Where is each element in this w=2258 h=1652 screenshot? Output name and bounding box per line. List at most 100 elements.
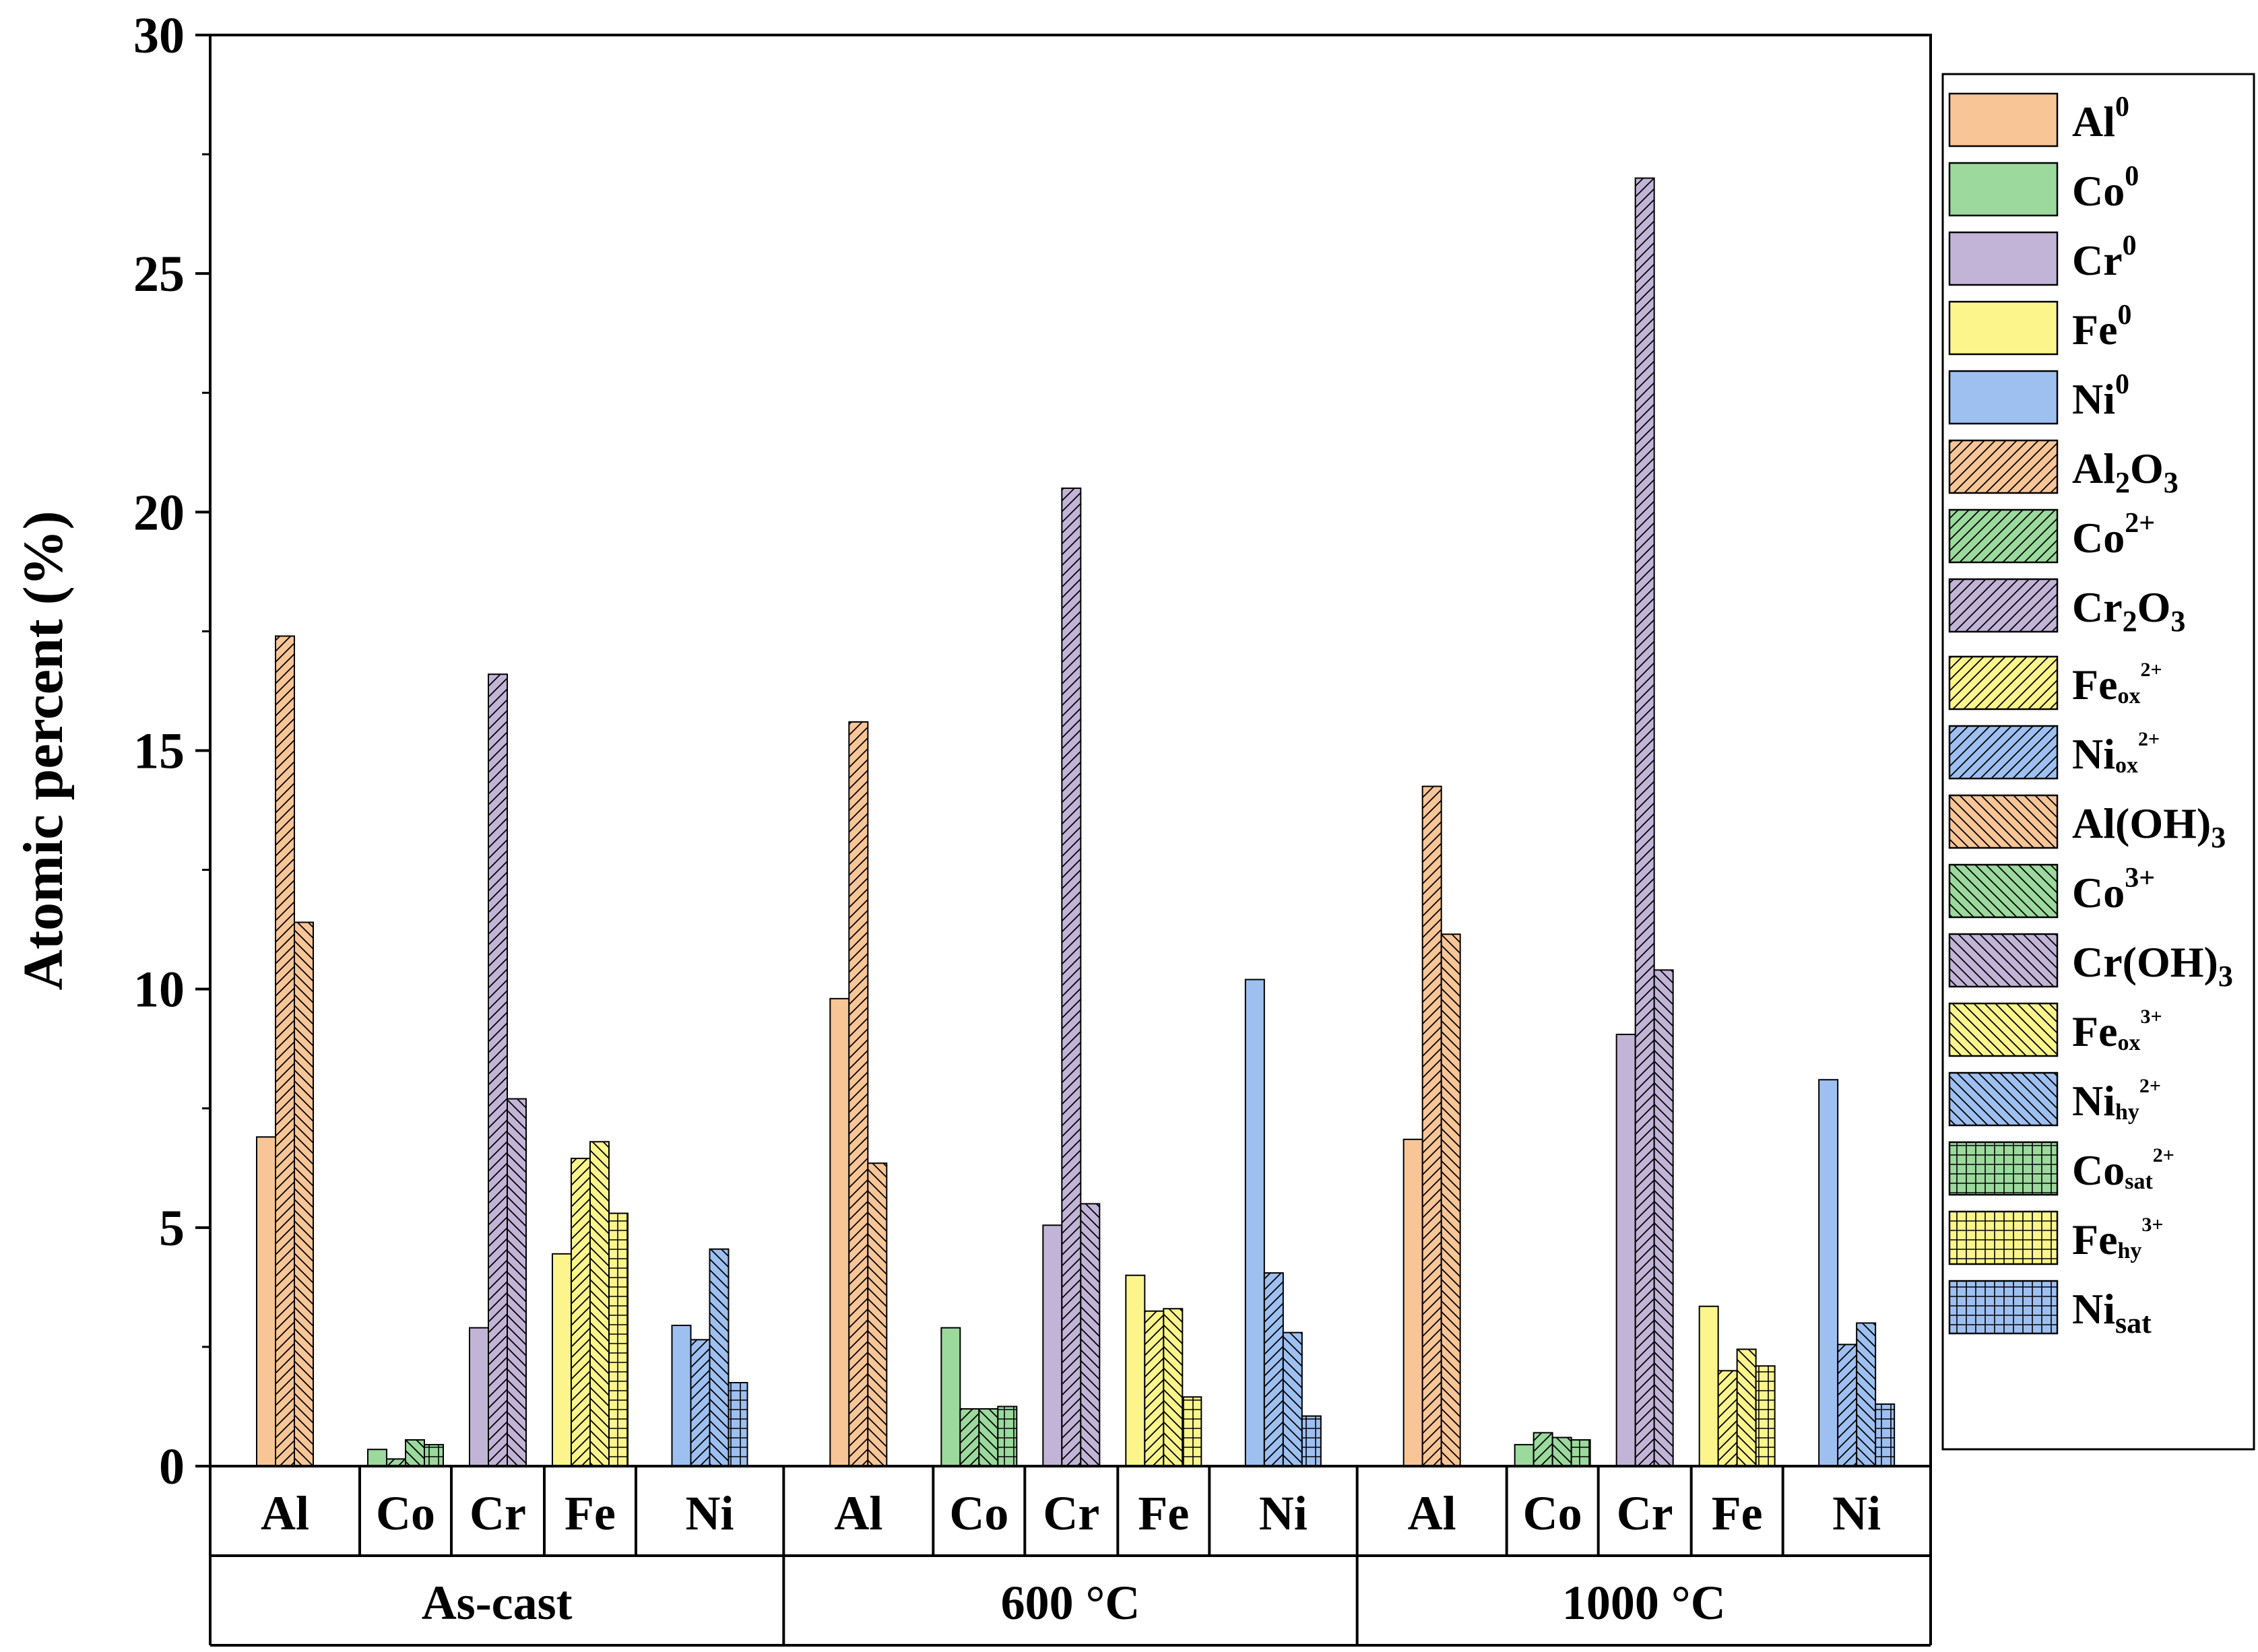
bar-as-cast-al-oh-3-hatch: [294, 922, 313, 1466]
x-tick-label-as-cast-ni: Ni: [686, 1486, 734, 1540]
legend-item-cr2o-label: Cr2O3: [2072, 583, 2185, 638]
bar-600-c-co3-hatch: [979, 1409, 998, 1466]
legend-item-ni0-swatch: [1949, 371, 2057, 424]
y-tick-label: 0: [159, 1439, 185, 1495]
bar-600-c-co2-hatch: [960, 1409, 979, 1466]
legend-item-al0-swatch-outline: [1948, 92, 2059, 147]
bars-layer: [256, 177, 1896, 1467]
legend-item-feox2-label: Feox2+: [2072, 659, 2162, 708]
bar-600-c-nihy2-hatch: [1283, 1332, 1302, 1466]
x-tick-label-1000-c-co: Co: [1523, 1486, 1582, 1540]
bar-1000-c-al-oh-3-hatch: [1441, 934, 1460, 1466]
legend-item-al-oh-3-swatch-hatch: [1949, 795, 2057, 848]
legend-item-cr-oh-3-swatch-hatch: [1949, 934, 2057, 987]
bar-1000-c-fehy3-hatch: [1755, 1366, 1775, 1466]
bar-600-c-fehy3-hatch: [1182, 1397, 1202, 1466]
legend-item-al-oh-3-label: Al(OH)3: [2072, 799, 2226, 854]
bar-1000-c-co0: [1514, 1445, 1534, 1466]
legend-item-al0-swatch: [1949, 94, 2057, 146]
x-tick-label-1000-c-cr: Cr: [1617, 1486, 1673, 1540]
bar-1000-c-niox2-hatch: [1838, 1344, 1857, 1466]
legend-item-feox3-swatch-outline: [1948, 1002, 2059, 1057]
legend-item-cr-oh-3-swatch-outline: [1948, 933, 2059, 988]
group-label-as-cast: As-cast: [422, 1576, 573, 1630]
y-tick-label: 15: [133, 723, 185, 780]
legend-item-fehy3-label: Fehy3+: [2072, 1214, 2164, 1263]
legend-item-co0-swatch: [1949, 163, 2057, 216]
bar-as-cast-cr0: [470, 1327, 488, 1466]
y-tick-label: 5: [159, 1200, 185, 1257]
y-tick-label: 20: [133, 484, 185, 541]
legend-item-cr2o-swatch-hatch: [1949, 579, 2057, 632]
bar-1000-c-cr0: [1616, 1034, 1636, 1466]
bar-as-cast-nihy2-hatch: [709, 1249, 729, 1466]
y-axis-label: Atomic percent (%): [12, 510, 75, 990]
legend-item-niox2-swatch-outline: [1948, 725, 2059, 780]
x-tick-label-as-cast-cr: Cr: [470, 1486, 526, 1540]
legend-item-cr0-label: Cr0: [2072, 230, 2137, 284]
legend-item-feox2-swatch-outline: [1948, 655, 2059, 711]
bar-600-c-ni0: [1245, 979, 1264, 1466]
bar-as-cast-feox3-hatch: [590, 1142, 609, 1466]
bar-600-c-cr2o3-hatch: [1062, 488, 1081, 1466]
bar-1000-c-cr2o3-hatch: [1635, 178, 1654, 1466]
bar-as-cast-cr-oh-3-hatch: [507, 1098, 526, 1466]
axes-layer: 0 5 10 15 20 25 30 Atomic percent (%) Al Co Cr Fe Ni…: [12, 7, 1932, 1647]
legend-item-ni0-label: Ni0: [2072, 369, 2129, 423]
legend-item-cosat2-swatch-hatch: [1949, 1142, 2057, 1195]
legend-layer: Al0 Co0 Cr0 Fe0 Ni0 Al2O3 Co2+ Cr2O3 Feox2+ Niox2…: [1941, 73, 2255, 1451]
bar-600-c-al0: [830, 998, 849, 1466]
bar-600-c-nisat-hatch: [1301, 1416, 1321, 1466]
x-tick-label-1000-c-ni: Ni: [1832, 1486, 1881, 1540]
x-tick-label-600-c-al: Al: [834, 1486, 882, 1540]
y-tick-label: 25: [133, 246, 185, 302]
bar-1000-c-nihy2-hatch: [1857, 1323, 1876, 1466]
y-tick-label: 10: [133, 962, 185, 1018]
bar-as-cast-al0: [257, 1137, 276, 1466]
bar-600-c-fe0: [1126, 1275, 1145, 1466]
legend-item-co3-swatch-outline: [1948, 863, 2059, 919]
legend-item-feox3-swatch-hatch: [1949, 1003, 2057, 1056]
legend-item-feox2-swatch-hatch: [1949, 657, 2057, 709]
bar-as-cast-cr2o3-hatch: [488, 674, 507, 1466]
legend-item-nisat-swatch-hatch: [1949, 1281, 2057, 1333]
bar-as-cast-co2-sat-hatch: [424, 1445, 443, 1466]
bar-1000-c-feox3-hatch: [1737, 1349, 1756, 1466]
bar-600-c-al2o3-hatch: [849, 722, 868, 1466]
x-tick-label-as-cast-fe: Fe: [564, 1486, 616, 1540]
bar-as-cast-feox2-hatch: [571, 1158, 590, 1466]
legend-item-nihy2-label: Nihy2+: [2072, 1075, 2161, 1125]
bar-as-cast-niox2-hatch: [690, 1340, 710, 1466]
legend-item-cr2o-swatch-outline: [1948, 578, 2059, 633]
bar-1000-c-co2-hatch: [1533, 1432, 1553, 1466]
bar-600-c-co0: [941, 1327, 961, 1466]
bar-as-cast-al2o3-hatch: [276, 636, 294, 1466]
bar-1000-c-al0: [1403, 1139, 1423, 1466]
bar-1000-c-cr-oh-3-hatch: [1654, 970, 1673, 1466]
legend-item-al-oh-3-swatch-outline: [1948, 794, 2059, 849]
legend-item-fe0-swatch-outline: [1948, 300, 2059, 356]
x-tick-label-1000-c-fe: Fe: [1712, 1486, 1763, 1540]
legend-item-niox2-label: Niox2+: [2072, 728, 2160, 778]
bar-600-c-feox3-hatch: [1163, 1309, 1183, 1466]
legend-item-cosat2-swatch-outline: [1948, 1141, 2059, 1196]
legend-item-cosat2-label: Cosat2+: [2072, 1144, 2174, 1194]
bar-1000-c-fe0: [1699, 1306, 1718, 1466]
bar-1000-c-ni0: [1819, 1080, 1838, 1466]
legend-item-niox2-swatch-hatch: [1949, 726, 2057, 779]
legend-item-fehy3-swatch-hatch: [1949, 1212, 2057, 1264]
bar-1000-c-feox2-hatch: [1718, 1370, 1737, 1466]
legend-item-al2o-swatch-outline: [1948, 439, 2059, 494]
legend-item-co2-label: Co2+: [2072, 508, 2155, 562]
bar-as-cast-co2-hatch: [387, 1459, 406, 1466]
bar-600-c-feox2-hatch: [1144, 1311, 1164, 1466]
legend-item-cr0-swatch: [1949, 232, 2057, 285]
x-tick-label-600-c-ni: Ni: [1259, 1486, 1308, 1540]
group-label-600-c: 600 °C: [1001, 1576, 1140, 1630]
x-tick-label-600-c-co: Co: [949, 1486, 1008, 1540]
bar-as-cast-co3-hatch: [406, 1440, 424, 1466]
bar-600-c-niox2-hatch: [1264, 1273, 1283, 1466]
group-label-1000-c: 1000 °C: [1562, 1576, 1726, 1630]
x-tick-label-600-c-cr: Cr: [1043, 1486, 1099, 1540]
